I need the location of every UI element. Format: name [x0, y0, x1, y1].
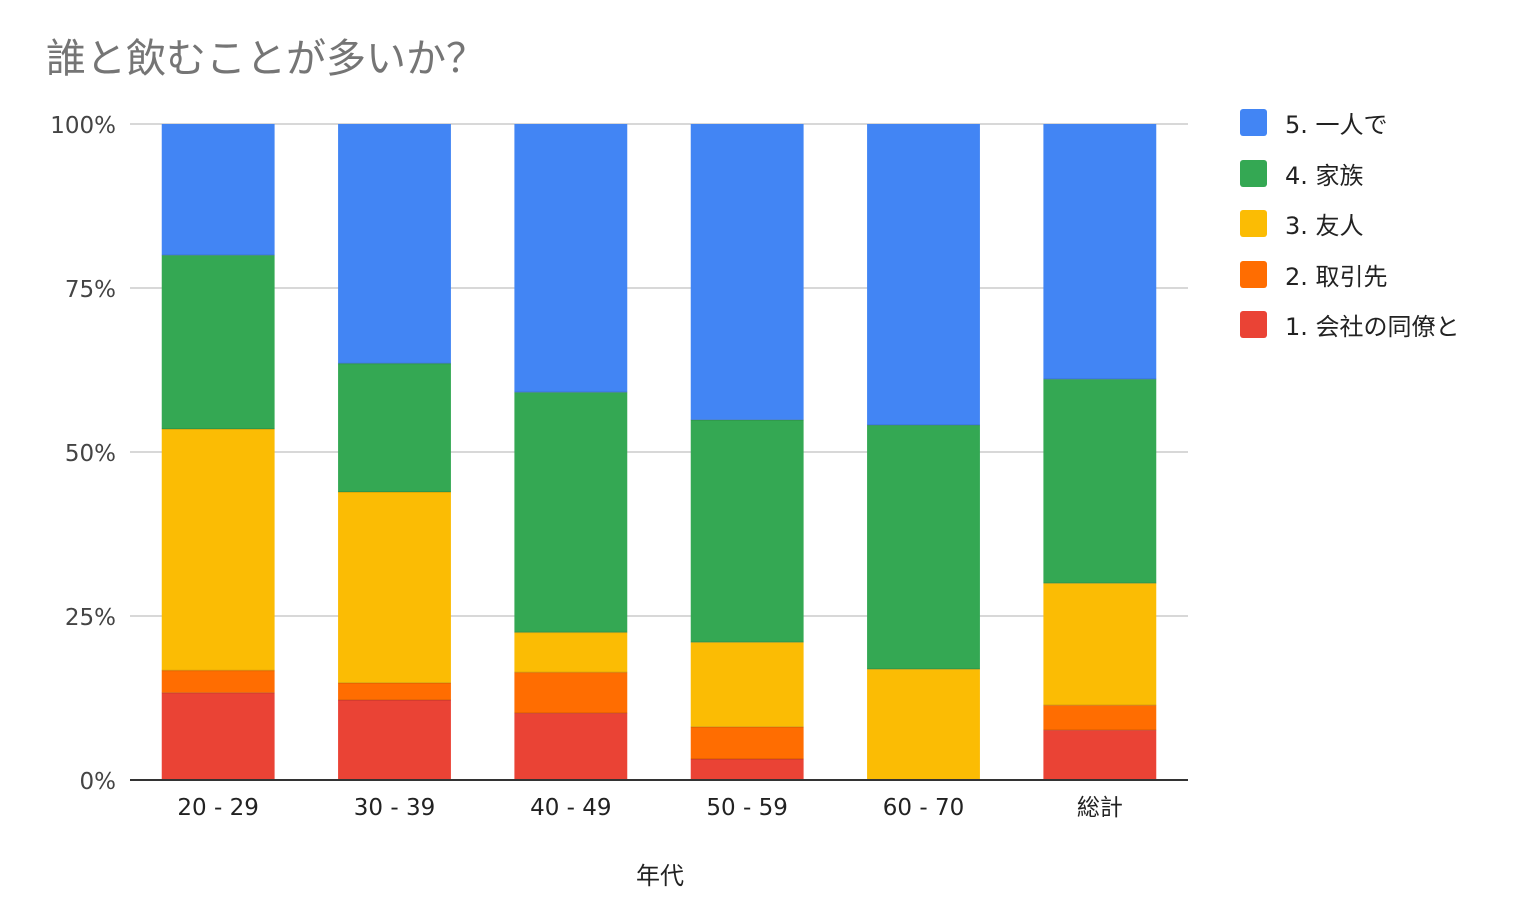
- bar-segment: [338, 363, 451, 493]
- x-tick-label: 60 - 70: [883, 795, 964, 821]
- legend-item: 5. 一人で: [1240, 106, 1460, 139]
- bar-segment: [514, 392, 628, 633]
- chart-legend: 5. 一人で 4. 家族 3. 友人 2. 取引先 1. 会社の同僚と: [1240, 106, 1460, 359]
- bar-segment: [1043, 730, 1157, 780]
- legend-swatch: [1240, 109, 1267, 136]
- x-axis-title: 年代: [636, 862, 684, 890]
- y-tick-label: 75%: [65, 277, 116, 303]
- bar-segment: [161, 692, 275, 780]
- bar-segment: [1043, 379, 1157, 584]
- legend-item: 3. 友人: [1240, 207, 1460, 240]
- bar-segment: [867, 124, 980, 426]
- legend-item: 2. 取引先: [1240, 258, 1460, 291]
- legend-item: 1. 会社の同僚と: [1240, 308, 1460, 341]
- bar-segment: [1043, 705, 1157, 731]
- bar-segment: [338, 492, 451, 683]
- x-tick-label: 40 - 49: [530, 795, 611, 821]
- bar-segment: [690, 124, 804, 420]
- legend-label: 2. 取引先: [1285, 262, 1388, 291]
- bar-segment: [690, 419, 804, 643]
- y-tick-label: 100%: [50, 113, 116, 139]
- legend-label: 5. 一人で: [1285, 111, 1388, 139]
- y-tick-label: 0%: [80, 769, 117, 795]
- bar-segment: [1043, 583, 1157, 706]
- x-tick-label: 30 - 39: [354, 795, 435, 821]
- bar-segment: [161, 670, 275, 693]
- bar-segment: [161, 429, 275, 671]
- bar-segment: [867, 425, 980, 670]
- legend-swatch: [1240, 311, 1267, 338]
- bar-segment: [338, 682, 451, 700]
- x-tick-label: 20 - 29: [177, 795, 258, 821]
- bar-segment: [690, 642, 804, 727]
- chart-title: 誰と飲むことが多いか？: [46, 36, 486, 82]
- bar-segment: [1043, 124, 1157, 380]
- bar-segment: [161, 124, 275, 256]
- y-tick-label: 50%: [65, 441, 116, 467]
- bar-segment: [514, 632, 628, 673]
- bar-segment: [514, 672, 628, 714]
- x-tick-label: 50 - 59: [706, 795, 787, 821]
- legend-swatch: [1240, 210, 1267, 237]
- bar-segment: [690, 759, 804, 780]
- legend-swatch: [1240, 159, 1267, 187]
- legend-label: 4. 家族: [1285, 161, 1364, 190]
- bar-segment: [338, 124, 451, 364]
- legend-label: 3. 友人: [1285, 212, 1364, 240]
- bar-segment: [338, 699, 451, 780]
- legend-label: 1. 会社の同僚と: [1285, 313, 1460, 341]
- bar-segment: [514, 124, 628, 393]
- legend-item: 4. 家族: [1240, 157, 1460, 190]
- bar-segment: [867, 669, 980, 780]
- bar-segment: [690, 726, 804, 760]
- bar-segment: [514, 713, 628, 780]
- bar-segment: [161, 255, 275, 430]
- legend-swatch: [1240, 260, 1267, 288]
- x-tick-label: 総計: [1077, 795, 1123, 821]
- y-tick-label: 25%: [65, 605, 116, 631]
